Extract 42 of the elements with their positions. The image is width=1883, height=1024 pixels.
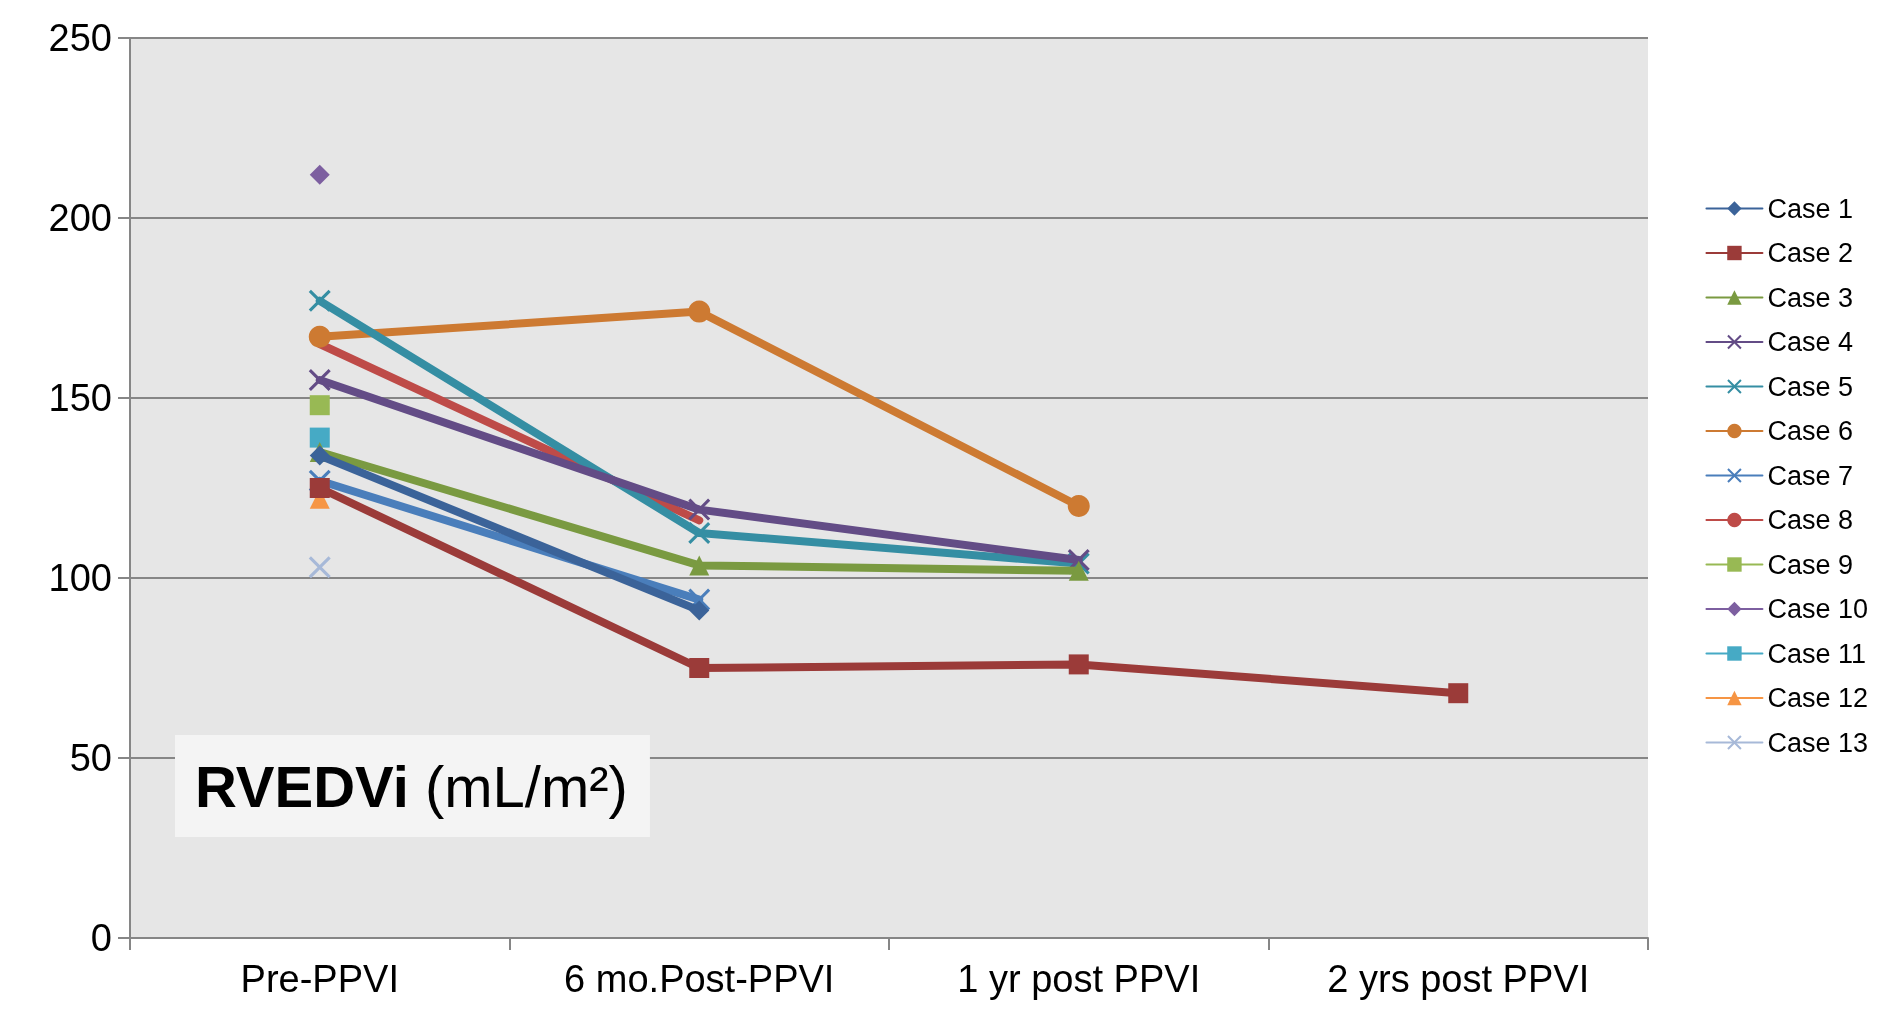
- x-tick-label: 6 mo.Post-PPVI: [564, 958, 835, 1000]
- point: [308, 289, 331, 312]
- point: [688, 498, 711, 521]
- text: RVEDVi (mL/m²): [195, 753, 628, 819]
- legend-label: Case 8: [1767, 505, 1853, 535]
- point: [308, 369, 331, 391]
- legend-label: Case 5: [1767, 371, 1853, 402]
- point: [308, 556, 331, 579]
- point: [309, 164, 330, 185]
- legend-label: Case 1: [1767, 193, 1853, 224]
- legend-label: Case 2: [1767, 238, 1853, 268]
- y-tick-label: 150: [48, 377, 112, 419]
- point: [689, 658, 710, 678]
- y-tick-label: 200: [48, 197, 112, 239]
- point: [1448, 683, 1469, 704]
- legend-label: Case 10: [1767, 594, 1869, 624]
- legend-label: Case 7: [1767, 460, 1853, 491]
- point: [308, 325, 331, 348]
- y-tick-label: 50: [69, 737, 112, 779]
- point: [688, 300, 711, 323]
- y-tick-label: 0: [90, 917, 112, 959]
- legend-label: Case 3: [1767, 282, 1853, 313]
- legend-label: Case 9: [1767, 549, 1853, 580]
- legend-label: Case 13: [1767, 727, 1869, 758]
- point: [1067, 495, 1090, 517]
- y-tick-label: 100: [48, 557, 112, 599]
- point: [309, 395, 330, 416]
- legend-label: Case 4: [1767, 327, 1853, 357]
- point: [689, 555, 710, 576]
- legend-label: Case 11: [1767, 638, 1866, 669]
- point: [309, 427, 330, 448]
- legend-label: Case 12: [1767, 683, 1869, 713]
- x-tick-label: 2 yrs post PPVI: [1327, 958, 1590, 1000]
- point: [1068, 560, 1089, 581]
- y-tick-label: 250: [48, 17, 112, 59]
- point: [688, 522, 711, 544]
- point: [309, 478, 330, 498]
- x-tick-label: 1 yr post PPVI: [957, 958, 1201, 1000]
- x-tick-label: Pre-PPVI: [240, 958, 399, 1000]
- point: [1068, 654, 1089, 675]
- point: [689, 600, 710, 621]
- legend-label: Case 6: [1767, 416, 1853, 446]
